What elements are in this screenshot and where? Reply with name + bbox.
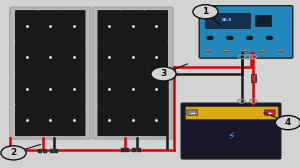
Circle shape [151, 67, 176, 81]
Text: 3: 3 [160, 69, 166, 78]
Bar [132, 148, 136, 152]
Circle shape [246, 36, 253, 40]
Bar [38, 149, 42, 153]
Bar [125, 148, 129, 152]
Text: +: + [267, 111, 273, 117]
FancyBboxPatch shape [62, 10, 85, 42]
FancyBboxPatch shape [145, 10, 168, 42]
Bar [255, 15, 271, 26]
Bar [205, 13, 250, 28]
Circle shape [205, 49, 211, 53]
Circle shape [1, 146, 26, 160]
Bar [137, 148, 141, 152]
Circle shape [259, 49, 265, 53]
FancyBboxPatch shape [121, 10, 145, 42]
FancyBboxPatch shape [121, 41, 145, 73]
Bar [250, 74, 256, 82]
Circle shape [266, 36, 273, 40]
Text: 1: 1 [202, 7, 208, 16]
Circle shape [226, 36, 233, 40]
FancyBboxPatch shape [187, 110, 198, 115]
Text: 2: 2 [11, 148, 16, 157]
FancyBboxPatch shape [98, 10, 121, 42]
Circle shape [223, 49, 229, 53]
Bar [121, 148, 125, 152]
Circle shape [275, 116, 300, 130]
FancyBboxPatch shape [15, 10, 38, 42]
FancyBboxPatch shape [145, 104, 168, 136]
FancyBboxPatch shape [145, 41, 168, 73]
Text: −: − [189, 111, 195, 117]
FancyBboxPatch shape [62, 41, 85, 73]
FancyBboxPatch shape [145, 73, 168, 105]
Bar [50, 149, 54, 153]
FancyBboxPatch shape [38, 41, 62, 73]
FancyBboxPatch shape [62, 104, 85, 136]
FancyBboxPatch shape [121, 73, 145, 105]
FancyBboxPatch shape [38, 104, 62, 136]
Bar [16, 11, 85, 136]
Bar [98, 11, 167, 136]
FancyBboxPatch shape [98, 104, 121, 136]
FancyBboxPatch shape [199, 6, 293, 58]
FancyBboxPatch shape [62, 73, 85, 105]
Circle shape [277, 49, 283, 53]
FancyBboxPatch shape [38, 73, 62, 105]
FancyBboxPatch shape [93, 7, 173, 139]
FancyBboxPatch shape [15, 104, 38, 136]
FancyBboxPatch shape [98, 73, 121, 105]
Bar [184, 106, 278, 119]
FancyBboxPatch shape [38, 10, 62, 42]
Text: 88.8: 88.8 [222, 18, 232, 22]
FancyBboxPatch shape [15, 73, 38, 105]
Bar [54, 149, 58, 153]
FancyBboxPatch shape [121, 104, 145, 136]
FancyBboxPatch shape [98, 41, 121, 73]
Circle shape [207, 36, 213, 40]
Circle shape [241, 49, 247, 53]
FancyBboxPatch shape [10, 7, 90, 139]
Circle shape [193, 5, 218, 19]
Text: ⚡: ⚡ [227, 133, 235, 142]
FancyBboxPatch shape [264, 110, 275, 115]
Bar [43, 149, 47, 153]
Text: 4: 4 [285, 118, 291, 127]
FancyBboxPatch shape [15, 41, 38, 73]
FancyBboxPatch shape [181, 103, 281, 159]
